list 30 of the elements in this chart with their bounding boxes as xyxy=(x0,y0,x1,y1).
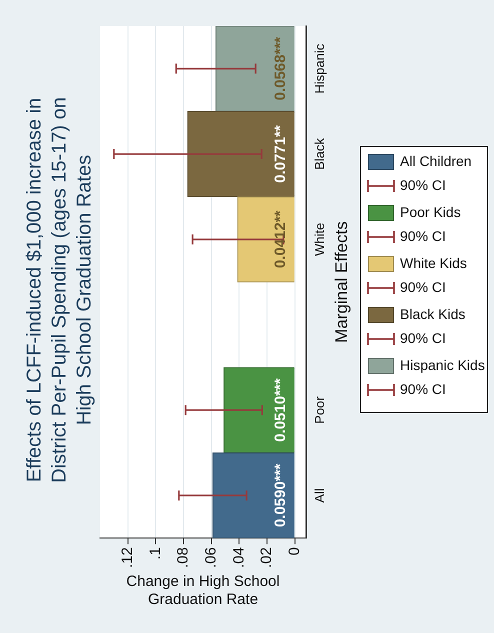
y-axis-title: Marginal Effects xyxy=(332,221,352,343)
y-tick-label: Hispanic xyxy=(312,43,328,94)
x-tick-label: .1 xyxy=(146,547,164,560)
data-label: 0.0412** xyxy=(272,210,290,268)
data-label: 0.0590*** xyxy=(272,464,290,528)
text: 90% CI xyxy=(400,278,446,295)
legend-label: All Children xyxy=(400,152,472,169)
x-tick-label: .04 xyxy=(230,547,248,568)
x-tick-label: .06 xyxy=(202,547,220,568)
data-label: 0.0568*** xyxy=(272,36,290,100)
text: 90% CI xyxy=(400,176,446,193)
text: 90% CI xyxy=(400,380,446,397)
text: 90% CI xyxy=(400,330,446,346)
y-tick-label: Black xyxy=(312,138,328,170)
text: Effects of LCFF-induced $1,000 increase in District Per-Pupil Spending (ages 15-17) on High School Graduation Rates xyxy=(22,96,96,485)
x-tick-label: .08 xyxy=(174,547,192,568)
data-label: 0.0510*** xyxy=(272,378,290,442)
legend-label: Black Kids xyxy=(400,306,466,322)
x-axis-title: Change in High School Graduation Rate xyxy=(126,573,280,608)
text: 90% CI xyxy=(400,228,446,244)
y-tick-label: Poor xyxy=(312,396,328,424)
legend-label: White Kids xyxy=(400,254,467,271)
x-tick-label: .02 xyxy=(258,547,276,568)
legend-label: Hispanic Kids xyxy=(400,356,485,373)
x-tick-label: 0 xyxy=(286,547,304,556)
data-label: 0.0771** xyxy=(272,125,290,183)
y-tick-label: White xyxy=(312,222,328,256)
y-tick-label: All xyxy=(312,488,328,503)
legend-label: Poor Kids xyxy=(400,204,461,220)
x-tick-label: .12 xyxy=(118,547,136,568)
